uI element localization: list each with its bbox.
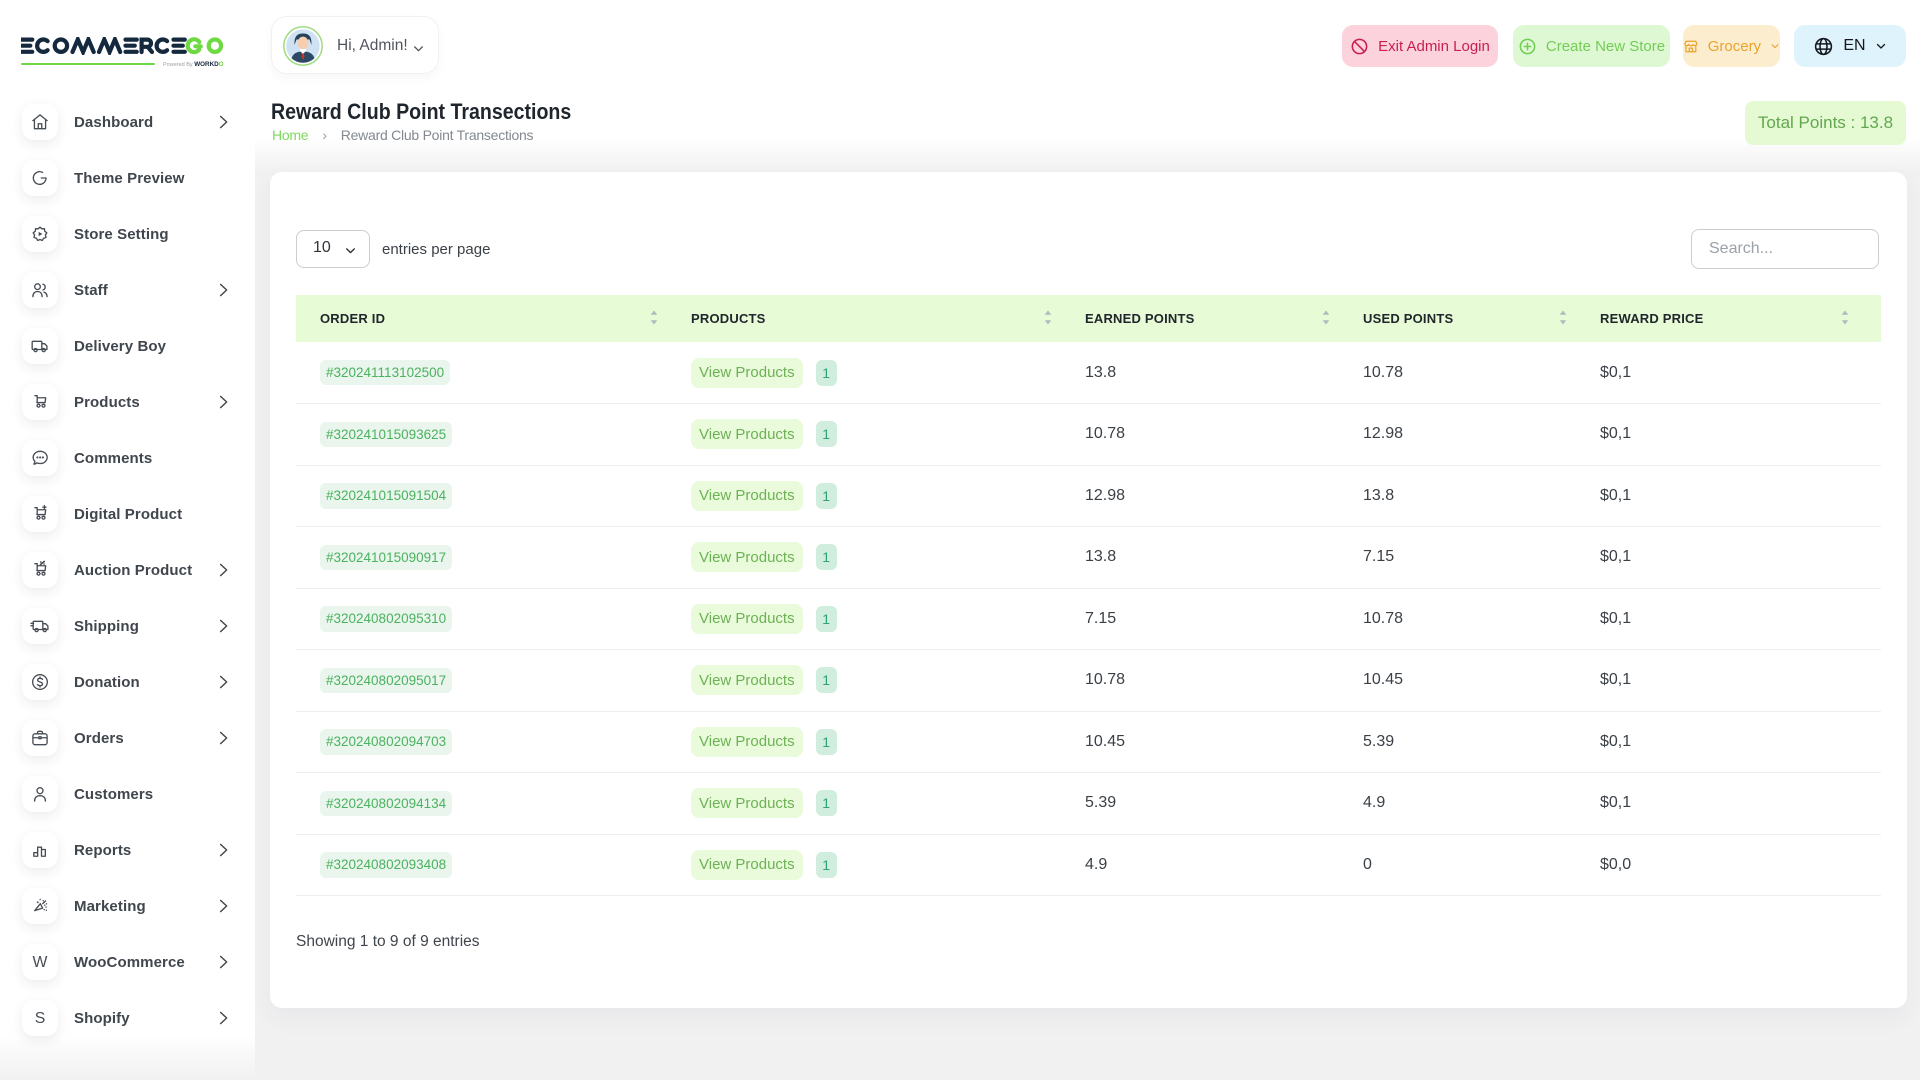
- svg-text:S: S: [35, 1010, 46, 1027]
- svg-text:W: W: [33, 954, 48, 971]
